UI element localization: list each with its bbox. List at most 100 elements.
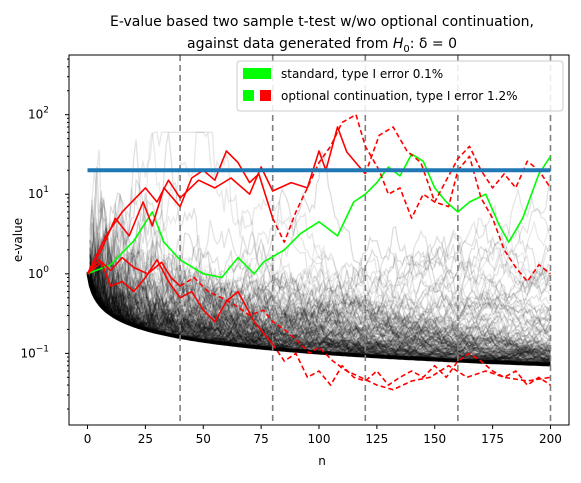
background-path bbox=[89, 222, 551, 358]
legend-label: standard, type I error 0.1% bbox=[281, 67, 443, 81]
series-red-solid-line bbox=[86, 126, 366, 275]
background-path bbox=[89, 271, 551, 353]
series-red-solid-line bbox=[86, 150, 274, 275]
legend-box bbox=[236, 60, 564, 112]
plot-inner bbox=[86, 55, 552, 425]
x-tick-label: 0 bbox=[84, 432, 92, 446]
background-path bbox=[89, 253, 551, 353]
background-path bbox=[89, 247, 552, 343]
background-path bbox=[89, 236, 551, 353]
x-tick-label: 125 bbox=[365, 432, 388, 446]
background-path bbox=[89, 247, 551, 341]
background-path bbox=[89, 277, 551, 360]
chart-title-line1: E-value based two sample t-test w/wo opt… bbox=[110, 14, 534, 30]
x-tick-label: 25 bbox=[138, 432, 153, 446]
background-path bbox=[89, 271, 551, 359]
background-path bbox=[89, 278, 552, 364]
x-tick-label: 175 bbox=[481, 432, 504, 446]
chart-title-line2-prefix: against data generated from bbox=[187, 36, 393, 52]
series-red-dashed-line bbox=[271, 113, 551, 283]
background-path bbox=[89, 261, 551, 339]
series-red-dashed-line bbox=[179, 276, 551, 391]
axes: 0 25 50 75 100 125 150 175 200 10−1 100 101 102 bbox=[20, 54, 570, 446]
background-path bbox=[89, 275, 551, 360]
legend-swatch bbox=[260, 90, 271, 101]
legend-swatch bbox=[243, 68, 271, 79]
x-tick-label: 75 bbox=[253, 432, 268, 446]
background-path bbox=[89, 241, 552, 350]
series-red-dashed-line bbox=[272, 343, 551, 386]
background-path bbox=[89, 278, 552, 355]
y-tick-label: 100 bbox=[28, 265, 49, 281]
background-paths bbox=[89, 131, 552, 367]
series-red-solid-line bbox=[86, 256, 181, 287]
background-path bbox=[89, 243, 552, 331]
background-path bbox=[89, 257, 551, 359]
background-path bbox=[89, 227, 551, 361]
x-tick-label: 150 bbox=[423, 432, 446, 446]
background-path bbox=[89, 258, 551, 366]
x-tick-label: 50 bbox=[196, 432, 211, 446]
background-path bbox=[89, 255, 551, 363]
background-path bbox=[89, 282, 551, 362]
plot-area bbox=[86, 55, 552, 425]
background-path bbox=[89, 218, 551, 364]
chart-title-math: H bbox=[393, 36, 404, 52]
chart-title: E-value based two sample t-test w/wo opt… bbox=[110, 14, 534, 55]
background-path bbox=[89, 247, 551, 366]
background-path bbox=[89, 263, 551, 360]
background-path bbox=[89, 257, 551, 351]
background-path bbox=[89, 240, 552, 355]
background-path bbox=[89, 263, 551, 361]
background-path bbox=[89, 188, 551, 335]
background-path bbox=[89, 258, 551, 363]
background-path bbox=[89, 247, 551, 332]
background-path bbox=[89, 232, 551, 355]
background-path bbox=[89, 263, 551, 365]
legend-label: optional continuation, type I error 1.2% bbox=[281, 89, 518, 103]
background-path bbox=[89, 269, 551, 353]
background-path bbox=[89, 251, 551, 352]
background-path bbox=[89, 267, 552, 341]
background-path bbox=[89, 149, 551, 367]
background-path bbox=[89, 131, 552, 356]
background-path bbox=[89, 275, 552, 355]
background-path bbox=[89, 224, 551, 327]
background-path bbox=[89, 270, 551, 366]
y-axis-label: e-value bbox=[11, 218, 25, 262]
legend-swatch bbox=[243, 90, 254, 101]
y-tick-label: 10−1 bbox=[20, 344, 49, 360]
background-path bbox=[89, 278, 551, 356]
background-path bbox=[89, 265, 551, 365]
background-path bbox=[89, 150, 551, 336]
background-path bbox=[89, 266, 552, 334]
background-path bbox=[89, 279, 551, 356]
x-tick-label: 200 bbox=[539, 432, 562, 446]
background-path bbox=[89, 263, 551, 355]
series-green-solid-line bbox=[87, 153, 552, 279]
background-path bbox=[89, 195, 552, 349]
background-path bbox=[89, 275, 551, 363]
background-path bbox=[89, 223, 551, 341]
series-red-solid-line bbox=[86, 259, 274, 345]
x-tick-label: 100 bbox=[308, 432, 331, 446]
background-path bbox=[89, 247, 552, 350]
background-path bbox=[89, 242, 551, 346]
background-path bbox=[89, 131, 552, 347]
background-path bbox=[89, 221, 552, 347]
y-tick-label: 101 bbox=[28, 185, 49, 201]
background-path bbox=[89, 266, 551, 357]
chart-title-line2-suffix: : δ = 0 bbox=[410, 36, 457, 52]
background-path bbox=[89, 232, 552, 339]
background-path bbox=[89, 259, 551, 360]
background-path bbox=[89, 199, 551, 362]
background-path bbox=[89, 259, 552, 342]
background-path bbox=[89, 281, 551, 366]
background-path bbox=[89, 226, 551, 333]
background-path bbox=[89, 231, 551, 328]
background-path bbox=[89, 233, 551, 348]
background-path bbox=[89, 262, 551, 367]
background-path bbox=[89, 282, 552, 350]
